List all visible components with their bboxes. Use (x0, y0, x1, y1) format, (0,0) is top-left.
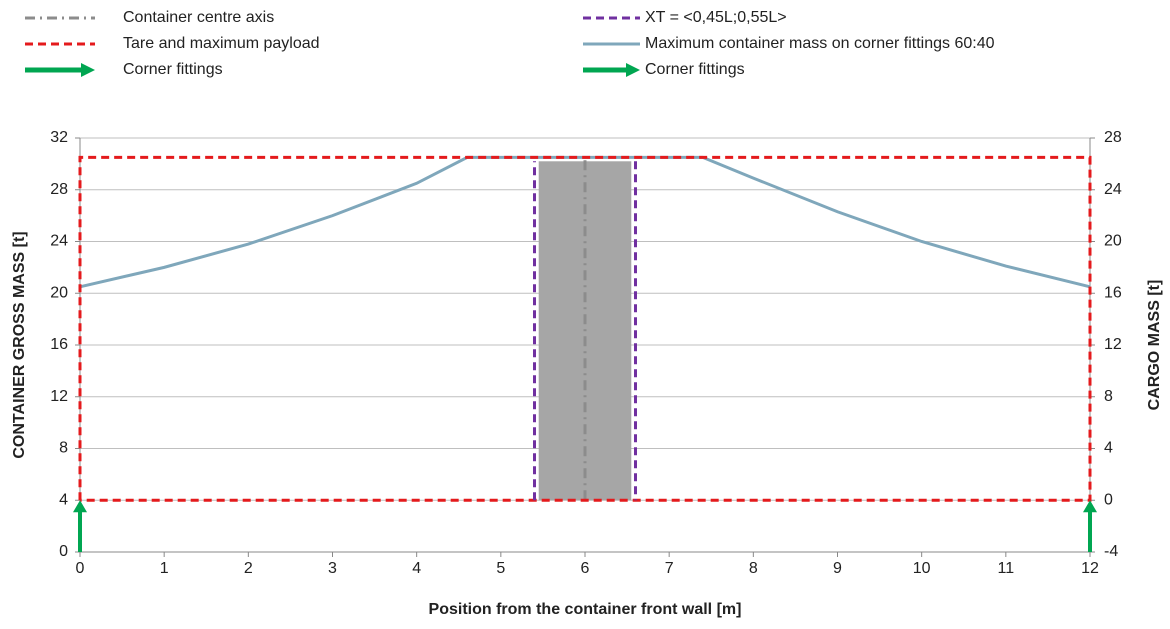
legend-label: Maximum container mass on corner fitting… (645, 35, 995, 52)
x-tick-label: 2 (244, 560, 253, 577)
x-axis-label: Position from the container front wall [… (429, 601, 742, 618)
y-tick-label: 28 (50, 181, 68, 198)
legend-label: Corner fittings (123, 61, 223, 78)
x-tick-label: 1 (160, 560, 169, 577)
arrow-head (73, 500, 87, 513)
y2-tick-label: 24 (1104, 181, 1122, 198)
legend-label: Corner fittings (645, 61, 745, 78)
corner-arrow (1083, 500, 1097, 552)
x-tick-label: 12 (1081, 560, 1099, 577)
y-tick-label: 24 (50, 233, 68, 250)
y-tick-label: 16 (50, 336, 68, 353)
x-tick-label: 0 (76, 560, 85, 577)
x-tick-label: 6 (581, 560, 590, 577)
legend-marker (626, 63, 640, 77)
y2-tick-label: 16 (1104, 284, 1122, 301)
y-tick-label: 0 (59, 543, 68, 560)
y-tick-label: 12 (50, 388, 68, 405)
y2-tick-label: 4 (1104, 440, 1113, 457)
x-tick-label: 4 (412, 560, 421, 577)
y-tick-label: 32 (50, 129, 68, 146)
y2-tick-label: 12 (1104, 336, 1122, 353)
x-tick-label: 10 (913, 560, 931, 577)
y2-axis-label: CARGO MASS [t] (1146, 280, 1163, 411)
y2-tick-label: 8 (1104, 388, 1113, 405)
x-tick-label: 5 (496, 560, 505, 577)
y2-tick-label: 28 (1104, 129, 1122, 146)
series-line (78, 155, 1092, 502)
y2-tick-label: 20 (1104, 233, 1122, 250)
legend-marker (81, 63, 95, 77)
legend-label: Tare and maximum payload (123, 35, 320, 52)
x-tick-label: 9 (833, 560, 842, 577)
series-line (533, 161, 637, 501)
y2-tick-label: -4 (1104, 543, 1118, 560)
y-axis-label: CONTAINER GROSS MASS [t] (11, 231, 28, 458)
legend-label: XT = <0,45L;0,55L> (645, 9, 787, 26)
arrow-head (1083, 500, 1097, 513)
corner-arrow (73, 500, 87, 552)
legend-label: Container centre axis (123, 9, 274, 26)
x-tick-label: 11 (998, 560, 1015, 577)
x-tick-label: 7 (665, 560, 674, 577)
y-tick-label: 8 (59, 440, 68, 457)
x-tick-label: 8 (749, 560, 758, 577)
y-tick-label: 4 (59, 491, 68, 508)
y-tick-label: 20 (50, 284, 68, 301)
y2-tick-label: 0 (1104, 491, 1113, 508)
x-tick-label: 3 (328, 560, 337, 577)
